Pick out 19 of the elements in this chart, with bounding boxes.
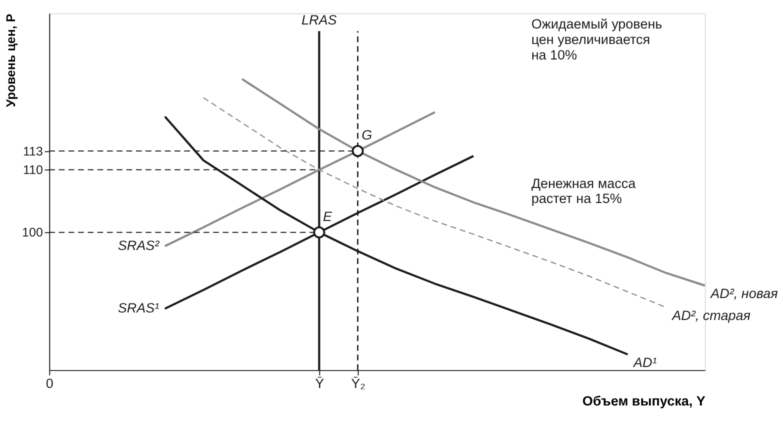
series-label: AD², новая bbox=[710, 286, 778, 302]
y-axis-title: Уровень цен, P bbox=[4, 14, 18, 108]
x-tick-label: 0 bbox=[46, 376, 54, 391]
y-tick-label: 113 bbox=[22, 144, 43, 158]
annotation: Ожидаемый уровень цен увеличивается на 10% bbox=[531, 16, 662, 63]
y-tick-label: 110 bbox=[22, 163, 43, 178]
annotation: Денежная масса растет на 15% bbox=[531, 176, 636, 206]
annotation: G bbox=[362, 127, 372, 142]
x-tick-label: Ȳ₂ bbox=[351, 376, 366, 391]
line-series bbox=[240, 78, 706, 287]
x-tick-label: Ȳ bbox=[315, 376, 324, 391]
ref-line-label: LRAS bbox=[302, 12, 337, 28]
series-label: SRAS¹ bbox=[118, 300, 160, 316]
series-label: AD¹ bbox=[632, 354, 658, 370]
series-label: SRAS² bbox=[118, 238, 160, 253]
series-label: AD², старая bbox=[671, 308, 750, 324]
annotation: E bbox=[323, 208, 334, 224]
x-axis-title: Объем выпуска, Y bbox=[582, 393, 706, 408]
y-tick-label: 100 bbox=[22, 226, 43, 240]
